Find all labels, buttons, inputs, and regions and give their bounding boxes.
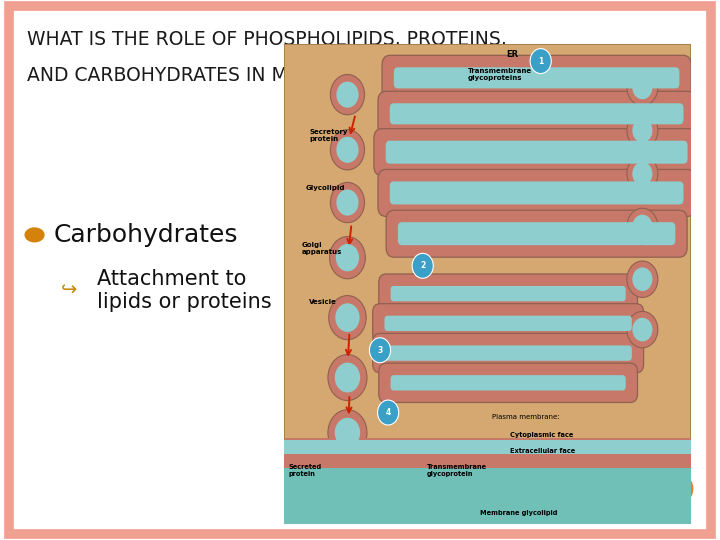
FancyBboxPatch shape [373,303,644,343]
Bar [284,440,691,454]
Circle shape [329,295,366,340]
Text: Transmembrane
glycoproteins: Transmembrane glycoproteins [467,68,531,80]
Text: Attachment to: Attachment to [97,268,246,289]
Circle shape [632,215,652,238]
Circle shape [336,190,359,215]
Circle shape [632,119,652,143]
Circle shape [335,362,360,393]
Circle shape [627,69,658,106]
Circle shape [377,400,399,425]
Text: Secreted
protein: Secreted protein [289,464,322,477]
Circle shape [627,208,658,245]
Circle shape [24,227,45,242]
Circle shape [632,318,652,341]
FancyBboxPatch shape [390,181,683,205]
Text: 3: 3 [377,346,382,355]
Text: ↪: ↪ [61,279,78,299]
Text: Cytoplasmic face: Cytoplasmic face [510,432,574,438]
Circle shape [330,75,364,115]
Circle shape [627,261,658,298]
Text: Secretory
protein: Secretory protein [310,129,348,142]
Text: 1: 1 [538,57,544,65]
Circle shape [632,76,652,99]
Text: ER: ER [506,50,518,59]
Circle shape [330,183,364,222]
Text: Glycolipid: Glycolipid [305,185,345,191]
Circle shape [636,467,693,510]
Text: Transmembrane
glycoprotein: Transmembrane glycoprotein [427,464,487,477]
Circle shape [336,82,359,107]
Text: lipids or proteins: lipids or proteins [97,292,272,313]
Circle shape [330,237,365,279]
Text: Vesicle: Vesicle [309,299,337,305]
Text: AND CARBOHYDRATES IN MEMBRANES?: AND CARBOHYDRATES IN MEMBRANES? [27,66,402,85]
FancyBboxPatch shape [394,68,680,89]
Circle shape [330,130,364,170]
Circle shape [632,267,652,291]
Text: Extracellular face: Extracellular face [510,448,575,454]
FancyBboxPatch shape [382,55,691,100]
Text: Golgi
apparatus: Golgi apparatus [302,241,342,254]
Text: Plasma membrane:: Plasma membrane: [492,414,559,420]
Circle shape [328,410,367,456]
Text: 2: 2 [420,261,426,271]
Circle shape [336,244,359,272]
Text: Membrane glycolipid: Membrane glycolipid [480,510,557,516]
Circle shape [328,355,367,401]
Circle shape [369,338,390,363]
Circle shape [530,49,552,73]
Circle shape [336,137,359,163]
Circle shape [336,303,359,332]
FancyBboxPatch shape [386,140,688,164]
FancyBboxPatch shape [379,274,637,313]
FancyBboxPatch shape [390,103,683,124]
FancyBboxPatch shape [378,91,696,136]
FancyBboxPatch shape [390,375,626,390]
Circle shape [632,162,652,186]
FancyBboxPatch shape [379,363,637,402]
FancyBboxPatch shape [386,210,687,257]
Text: Carbohydrates: Carbohydrates [54,223,238,247]
FancyBboxPatch shape [398,222,675,245]
FancyBboxPatch shape [384,346,632,361]
FancyBboxPatch shape [384,316,632,331]
Bar [284,438,691,468]
Circle shape [627,112,658,149]
Text: 4: 4 [385,408,391,417]
FancyBboxPatch shape [374,129,699,176]
Text: WHAT IS THE ROLE OF PHOSPHOLIPIDS, PROTEINS,: WHAT IS THE ROLE OF PHOSPHOLIPIDS, PROTE… [27,30,507,49]
FancyBboxPatch shape [373,333,644,373]
Circle shape [627,156,658,192]
Circle shape [335,418,360,448]
Bar [284,468,691,524]
FancyBboxPatch shape [284,44,691,524]
FancyBboxPatch shape [378,170,696,217]
Circle shape [412,253,433,278]
FancyBboxPatch shape [390,286,626,301]
Circle shape [627,312,658,348]
